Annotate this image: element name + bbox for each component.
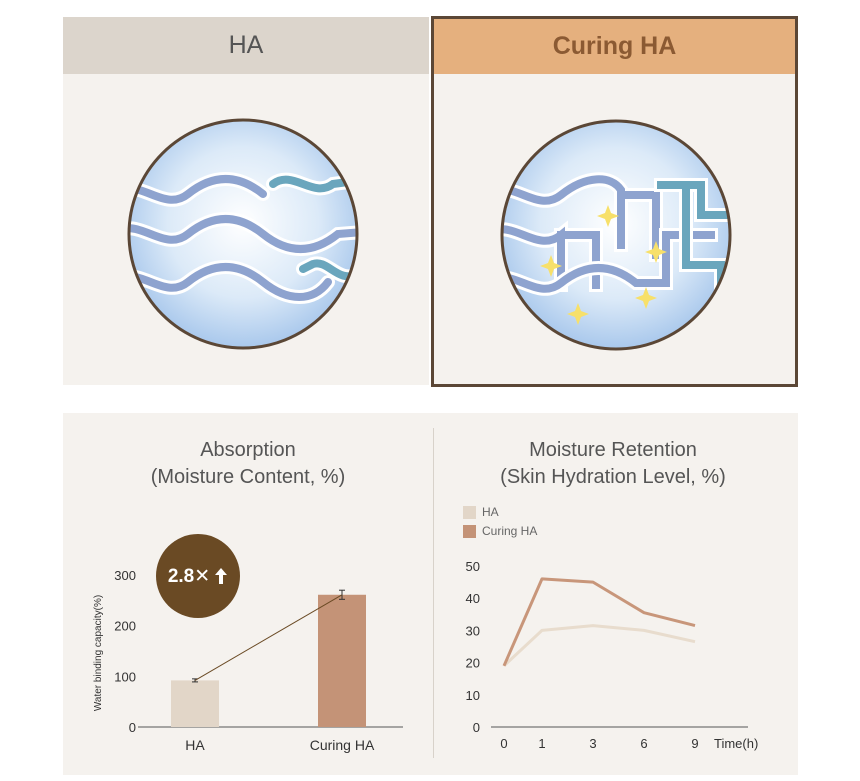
up-arrow-icon <box>215 568 228 584</box>
series-line-curing-ha <box>502 577 696 667</box>
bar-y-tick-label: 300 <box>114 568 136 583</box>
absorption-bar-chart: 0 100 200 300 Water binding capacity(%) HA Cur… <box>93 568 403 753</box>
line-x-tick-label: 1 <box>538 736 545 751</box>
ha-panel-title: HA <box>63 17 429 74</box>
legend-label-ha: HA <box>482 505 499 519</box>
bar-y-tick-label: 0 <box>129 720 136 735</box>
bar-y-tick-label: 200 <box>114 619 136 634</box>
sparkle-icon <box>540 205 667 325</box>
absorption-title-line2: (Moisture Content, %) <box>150 466 346 488</box>
legend-item-curing-ha: Curing HA <box>463 524 537 538</box>
line-y-tick-label: 20 <box>466 656 480 671</box>
bar-category-label: Curing HA <box>310 737 375 753</box>
line-x-axis-label: Time(h) <box>714 736 758 751</box>
ha-molecule-illustration <box>127 118 359 350</box>
legend-label-curing-ha: Curing HA <box>482 524 538 538</box>
line-x-tick-label: 6 <box>640 736 647 751</box>
line-y-tick-label: 40 <box>466 591 480 606</box>
legend-item-ha: HA <box>463 505 499 519</box>
retention-line-chart: 0 10 20 30 40 50 0 1 3 6 9 Time(h) <box>466 559 759 751</box>
series-line-ha <box>502 624 696 667</box>
bar-category-label: HA <box>185 737 205 753</box>
chart-divider <box>433 428 434 758</box>
charts-panel: Absorption (Moisture Content, %) Moistur… <box>63 413 798 775</box>
bar-curing-ha <box>318 594 366 727</box>
retention-chart-title: Moisture Retention (Skin Hydration Level… <box>463 437 763 491</box>
line-x-tick-label: 3 <box>589 736 596 751</box>
line-y-tick-label: 0 <box>473 720 480 735</box>
multiplier-text: 2.8✕ <box>167 565 211 587</box>
line-x-tick-label: 9 <box>691 736 698 751</box>
legend-swatch-ha <box>463 505 476 519</box>
absorption-chart-title: Absorption (Moisture Content, %) <box>103 437 393 491</box>
curing-ha-molecule-illustration <box>500 119 732 351</box>
line-y-tick-label: 30 <box>466 623 480 638</box>
retention-title-line1: Moisture Retention <box>529 439 697 461</box>
absorption-title-line1: Absorption <box>200 439 296 461</box>
multiplier-badge: 2.8✕ <box>156 534 240 618</box>
bar-ha <box>171 680 219 727</box>
retention-title-line2: (Skin Hydration Level, %) <box>500 466 726 488</box>
curing-ha-panel: Curing HA <box>431 16 798 387</box>
line-x-tick-label: 0 <box>500 736 507 751</box>
legend-swatch-curing-ha <box>463 524 476 538</box>
line-y-tick-label: 50 <box>466 559 480 574</box>
ha-panel: HA <box>63 17 429 385</box>
bar-y-tick-label: 100 <box>114 669 136 684</box>
line-y-tick-label: 10 <box>466 688 480 703</box>
curing-ha-panel-title: Curing HA <box>434 19 795 74</box>
comparison-line <box>194 594 343 681</box>
bar-y-axis-label: Water binding capacity(%) <box>93 595 104 711</box>
